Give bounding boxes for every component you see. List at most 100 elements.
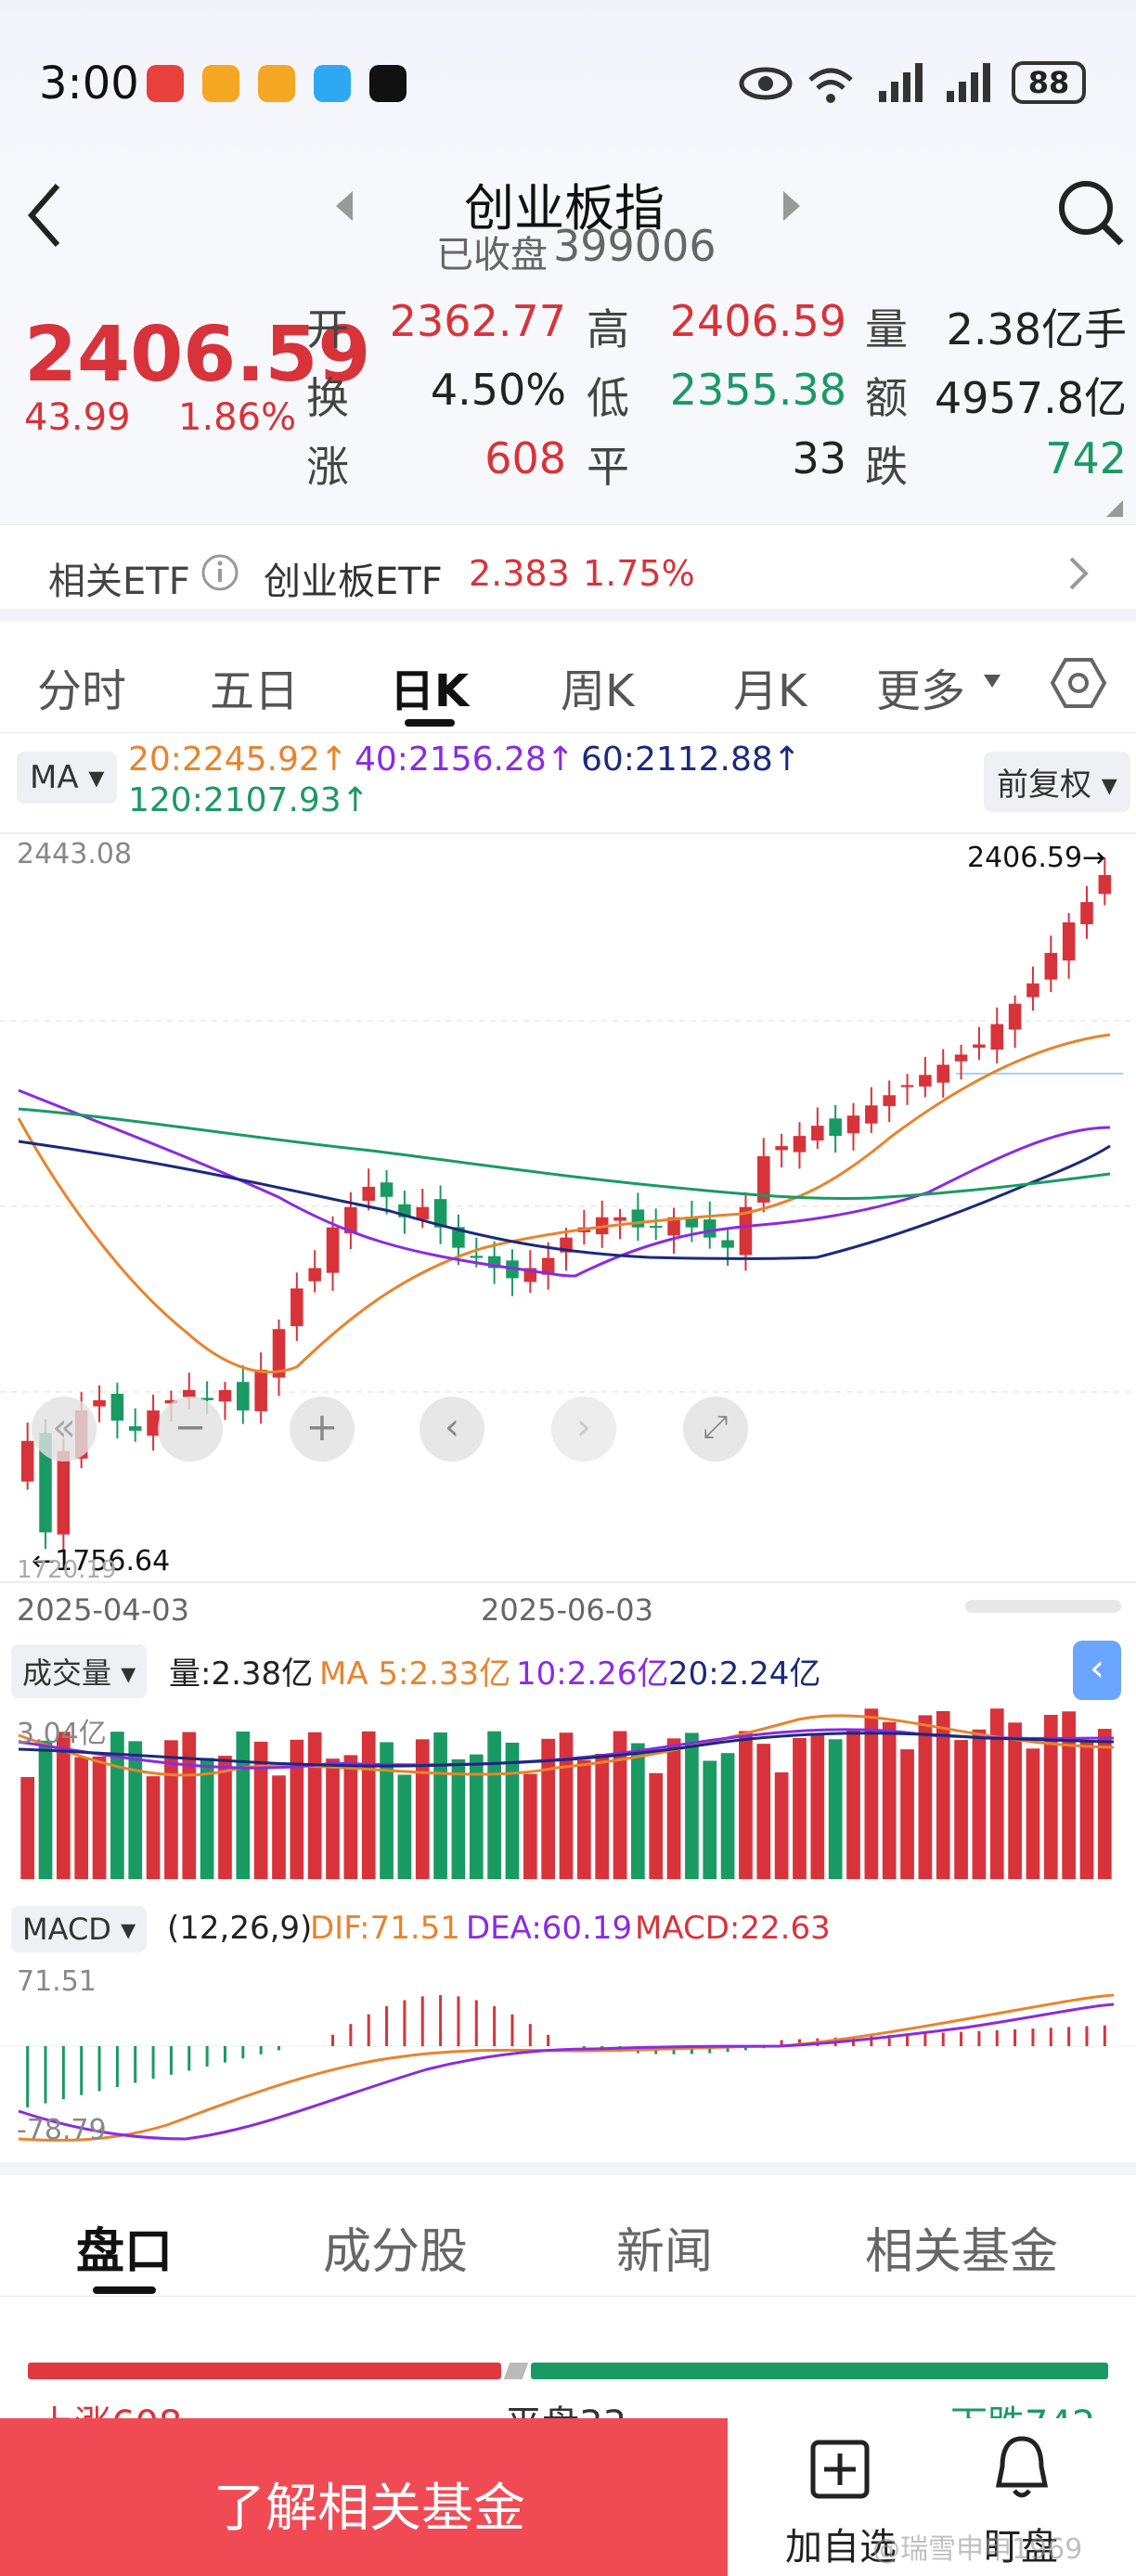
candle-body xyxy=(811,1126,824,1141)
related-etf-row[interactable]: 相关ETF 创业板ETF 2.383 1.75% xyxy=(0,524,1136,622)
candle-body xyxy=(183,1389,196,1397)
tab-weekly-k[interactable]: 周K xyxy=(561,665,635,717)
volume-chart[interactable]: 3.04亿 xyxy=(0,1629,1136,1888)
candle-body xyxy=(739,1206,753,1256)
date-start-label: 2025-04-03 xyxy=(17,1592,189,1628)
volume-bar xyxy=(469,1754,484,1879)
candle-body xyxy=(757,1156,770,1203)
volume-bar xyxy=(523,1773,537,1879)
up-label: 涨 xyxy=(306,442,349,492)
tab-order-book[interactable]: 盘口 xyxy=(76,2224,174,2280)
kchart-last-label: 2406.59→ xyxy=(967,842,1106,874)
candle-body xyxy=(793,1136,807,1153)
candle-body xyxy=(973,1044,986,1049)
amount-value: 4957.8亿 xyxy=(935,373,1127,423)
tab-related-funds[interactable]: 相关基金 xyxy=(865,2224,1059,2280)
search-icon[interactable] xyxy=(1056,176,1127,251)
info-icon[interactable] xyxy=(200,553,239,592)
tab-more[interactable]: 更多 xyxy=(876,665,966,717)
watch-label[interactable]: 盯盘 xyxy=(984,2526,1058,2569)
flat-value: 33 xyxy=(792,433,846,483)
adjust-selector[interactable]: 前复权 ▾ xyxy=(984,752,1130,812)
candle-body xyxy=(200,1397,213,1400)
kline-chart[interactable]: 2443.08 2406.59→ ←1756.64 1720.19 « − + … xyxy=(0,831,1136,1591)
tab-five-day[interactable]: 五日 xyxy=(210,665,300,717)
low-value: 2355.38 xyxy=(669,365,846,415)
volume-ma10: 10:2.26亿 xyxy=(516,1655,669,1693)
open-value: 2362.77 xyxy=(389,296,566,346)
candle-body xyxy=(57,1450,71,1535)
expand-corner-icon[interactable] xyxy=(1104,498,1125,519)
tab-constituents[interactable]: 成分股 xyxy=(323,2224,469,2280)
volume-bar xyxy=(1008,1722,1022,1879)
macd-chart[interactable]: 71.51 -78.79 xyxy=(0,1893,1136,2146)
volume-selector[interactable]: 成交量 ▾ xyxy=(11,1644,148,1698)
macd-selector[interactable]: MACD ▾ xyxy=(11,1906,148,1952)
volume-bar xyxy=(128,1741,143,1879)
candle-body xyxy=(1008,1003,1022,1030)
candle-body xyxy=(290,1288,303,1327)
battery-indicator: 88 xyxy=(1012,61,1086,104)
candle-body xyxy=(362,1186,375,1202)
candle-body xyxy=(829,1118,842,1137)
zoom-out-button[interactable]: − xyxy=(158,1397,223,1462)
stock-code: 399006 xyxy=(553,221,716,271)
last-price: 2406.59 xyxy=(24,311,371,399)
candle-body xyxy=(308,1268,321,1282)
learn-funds-button[interactable]: 了解相关基金 xyxy=(0,2418,728,2576)
collapse-panel-button[interactable]: ‹ xyxy=(1073,1641,1121,1700)
candle-body xyxy=(272,1329,286,1378)
weibo-lite-app-icon xyxy=(258,65,295,102)
ma20-value: 20:2245.92↑ xyxy=(128,741,348,779)
chart-scrollbar[interactable] xyxy=(965,1600,1121,1613)
high-label: 高 xyxy=(587,304,629,354)
back-icon[interactable] xyxy=(24,180,65,251)
rewind-button[interactable]: « xyxy=(32,1397,97,1462)
prev-stock-icon[interactable] xyxy=(332,187,356,225)
candle-body xyxy=(936,1064,949,1083)
volume-bar xyxy=(253,1741,268,1879)
bottom-action-bar: 了解相关基金 加自选 盯盘 @瑞雪申申1969 xyxy=(0,2418,1136,2576)
signal-icon-2 xyxy=(947,63,990,102)
add-watchlist-label[interactable]: 加自选 xyxy=(785,2526,897,2569)
volume-bar xyxy=(200,1758,214,1879)
next-stock-icon[interactable] xyxy=(780,187,804,225)
scroll-right-button[interactable]: › xyxy=(551,1397,616,1462)
volume-bar xyxy=(380,1742,394,1879)
up-value: 608 xyxy=(484,433,566,483)
ma-selector[interactable]: MA ▾ xyxy=(17,752,118,804)
volume-bar xyxy=(631,1743,645,1879)
bell-icon[interactable] xyxy=(991,2433,1052,2504)
macd-min-label: -78.79 xyxy=(17,2114,107,2146)
price-change: 43.99 xyxy=(24,396,131,439)
ma120-value: 120:2107.93↑ xyxy=(128,781,369,819)
volume-bar xyxy=(20,1777,35,1879)
volume-bar xyxy=(666,1738,681,1879)
scroll-left-button[interactable]: ‹ xyxy=(420,1397,484,1462)
eye-icon xyxy=(739,67,793,100)
zoom-in-button[interactable]: + xyxy=(290,1397,355,1462)
macd-value: MACD:22.63 xyxy=(635,1910,831,1947)
settings-hexagon-icon[interactable] xyxy=(1049,654,1108,712)
volume-bar xyxy=(182,1732,197,1879)
add-watchlist-icon[interactable] xyxy=(809,2439,871,2500)
tab-active-indicator xyxy=(405,719,455,727)
tab-daily-k[interactable]: 日K xyxy=(390,665,470,717)
volume-bar xyxy=(1026,1748,1040,1879)
tab-intraday[interactable]: 分时 xyxy=(37,665,127,717)
volume-bar xyxy=(828,1739,843,1879)
volume-ma5: MA 5:2.33亿 xyxy=(319,1655,511,1693)
learn-funds-label: 了解相关基金 xyxy=(213,2479,525,2539)
volume-bar xyxy=(793,1737,807,1879)
volume-bar xyxy=(595,1753,610,1879)
candle-body xyxy=(865,1105,878,1124)
tab-monthly-k[interactable]: 月K xyxy=(733,665,807,717)
weibo-app-icon xyxy=(202,65,239,102)
tab-news[interactable]: 新闻 xyxy=(616,2224,714,2280)
page-title: 创业板指 xyxy=(464,179,665,238)
amount-label: 额 xyxy=(865,373,908,423)
volume-bar xyxy=(882,1721,897,1879)
candle-body xyxy=(380,1182,394,1197)
fullscreen-button[interactable]: ⤢ xyxy=(683,1397,748,1462)
price-change-pct: 1.86% xyxy=(178,396,297,439)
